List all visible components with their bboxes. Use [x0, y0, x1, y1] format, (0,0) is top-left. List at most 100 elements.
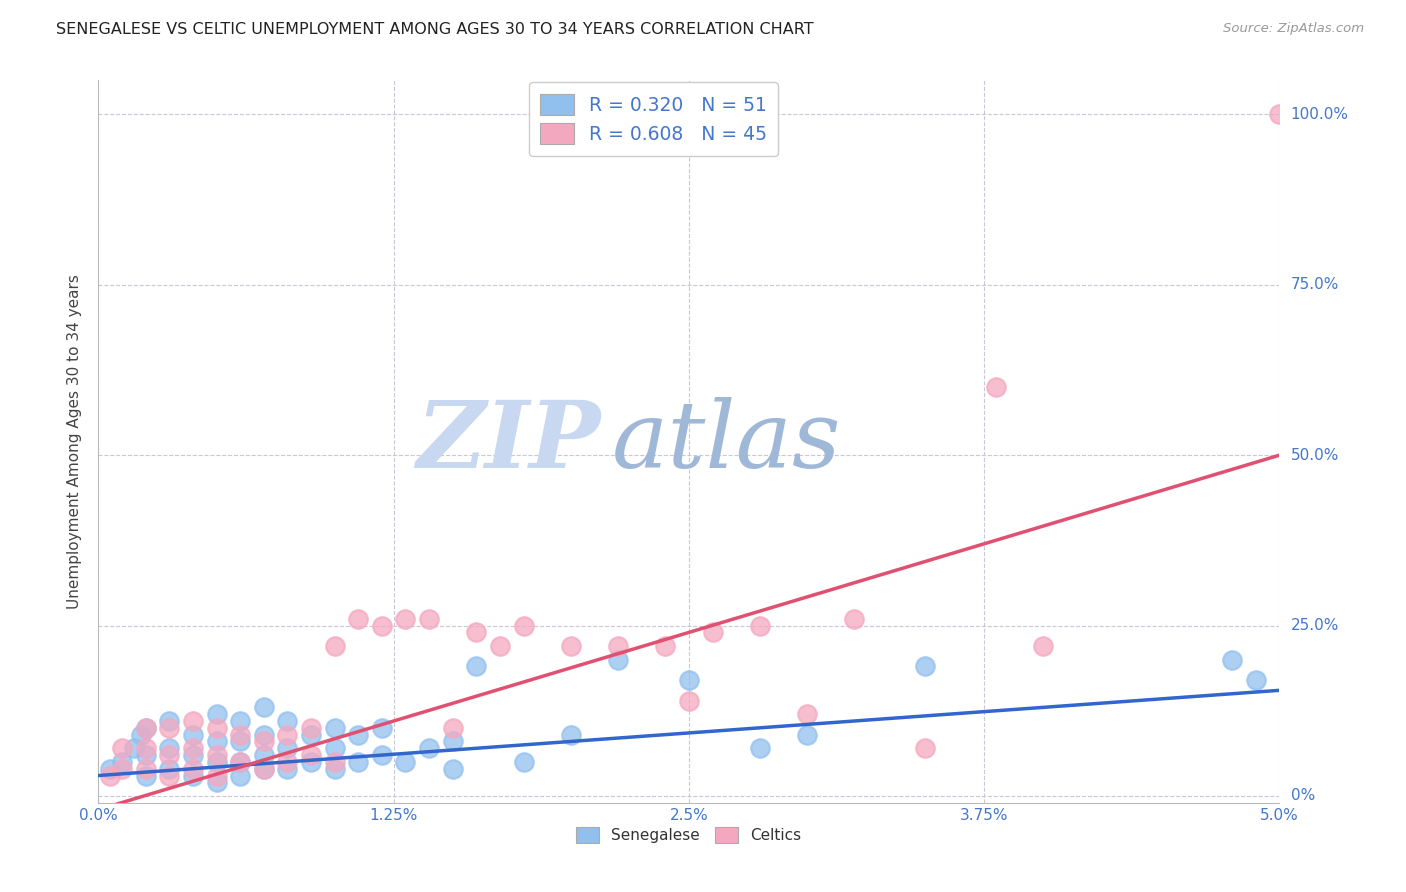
Point: [276, 728, 298, 742]
Point: [748, 618, 770, 632]
Point: [157, 762, 180, 776]
Point: [465, 659, 488, 673]
Point: [607, 653, 630, 667]
Point: [253, 748, 276, 763]
Point: [181, 728, 204, 742]
Point: [418, 612, 440, 626]
Point: [323, 762, 346, 776]
Point: [347, 755, 370, 769]
Point: [205, 755, 228, 769]
Point: [347, 728, 370, 742]
Point: [678, 693, 700, 707]
Point: [489, 639, 512, 653]
Point: [253, 762, 276, 776]
Point: [441, 721, 464, 735]
Point: [299, 748, 322, 763]
Point: [914, 741, 936, 756]
Point: [111, 762, 134, 776]
Point: [181, 762, 204, 776]
Y-axis label: Unemployment Among Ages 30 to 34 years: Unemployment Among Ages 30 to 34 years: [67, 274, 83, 609]
Point: [98, 768, 121, 782]
Point: [229, 755, 252, 769]
Point: [371, 721, 394, 735]
Point: [1220, 653, 1243, 667]
Text: SENEGALESE VS CELTIC UNEMPLOYMENT AMONG AGES 30 TO 34 YEARS CORRELATION CHART: SENEGALESE VS CELTIC UNEMPLOYMENT AMONG …: [56, 22, 814, 37]
Point: [205, 721, 228, 735]
Point: [157, 768, 180, 782]
Point: [323, 741, 346, 756]
Point: [135, 721, 157, 735]
Point: [844, 612, 866, 626]
Point: [253, 700, 276, 714]
Point: [323, 639, 346, 653]
Point: [441, 762, 464, 776]
Point: [465, 625, 488, 640]
Point: [111, 741, 134, 756]
Point: [135, 741, 157, 756]
Point: [654, 639, 676, 653]
Point: [299, 728, 322, 742]
Point: [205, 734, 228, 748]
Text: Source: ZipAtlas.com: Source: ZipAtlas.com: [1223, 22, 1364, 36]
Text: 50.0%: 50.0%: [1291, 448, 1339, 463]
Point: [157, 714, 180, 728]
Point: [560, 639, 582, 653]
Point: [181, 768, 204, 782]
Point: [253, 762, 276, 776]
Point: [702, 625, 724, 640]
Point: [276, 762, 298, 776]
Point: [607, 639, 630, 653]
Text: 100.0%: 100.0%: [1291, 107, 1348, 122]
Point: [796, 707, 818, 722]
Point: [299, 755, 322, 769]
Point: [394, 612, 416, 626]
Point: [371, 748, 394, 763]
Point: [229, 734, 252, 748]
Point: [914, 659, 936, 673]
Point: [253, 734, 276, 748]
Point: [122, 741, 145, 756]
Point: [276, 714, 298, 728]
Point: [276, 755, 298, 769]
Point: [157, 741, 180, 756]
Point: [181, 748, 204, 763]
Point: [181, 714, 204, 728]
Point: [229, 755, 252, 769]
Point: [394, 755, 416, 769]
Point: [135, 768, 157, 782]
Point: [129, 728, 152, 742]
Point: [418, 741, 440, 756]
Point: [678, 673, 700, 687]
Point: [135, 748, 157, 763]
Point: [111, 755, 134, 769]
Point: [299, 721, 322, 735]
Point: [157, 721, 180, 735]
Point: [748, 741, 770, 756]
Point: [98, 762, 121, 776]
Point: [1032, 639, 1054, 653]
Text: 0%: 0%: [1291, 789, 1315, 804]
Text: 75.0%: 75.0%: [1291, 277, 1339, 293]
Point: [1268, 107, 1291, 121]
Point: [229, 728, 252, 742]
Point: [441, 734, 464, 748]
Point: [984, 380, 1007, 394]
Point: [205, 768, 228, 782]
Point: [512, 755, 534, 769]
Point: [135, 721, 157, 735]
Point: [253, 728, 276, 742]
Point: [347, 612, 370, 626]
Point: [157, 748, 180, 763]
Point: [323, 721, 346, 735]
Point: [796, 728, 818, 742]
Point: [276, 741, 298, 756]
Point: [371, 618, 394, 632]
Point: [205, 707, 228, 722]
Point: [135, 762, 157, 776]
Point: [229, 714, 252, 728]
Point: [229, 768, 252, 782]
Point: [205, 775, 228, 789]
Point: [1244, 673, 1267, 687]
Point: [512, 618, 534, 632]
Point: [181, 741, 204, 756]
